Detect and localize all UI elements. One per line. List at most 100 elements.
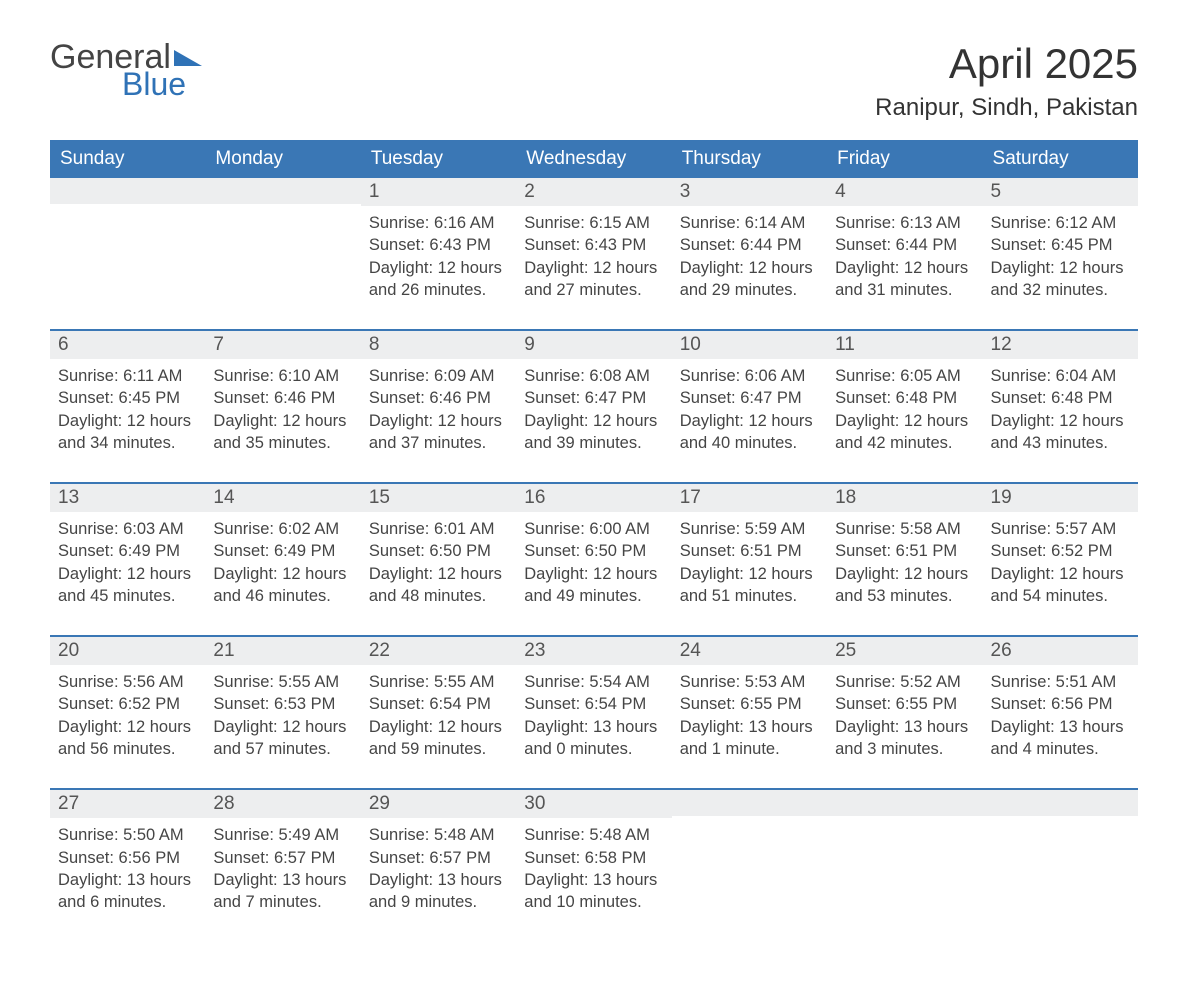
daylight-text: Daylight: 12 hours and 48 minutes. bbox=[369, 563, 508, 608]
title-block: April 2025 Ranipur, Sindh, Pakistan bbox=[875, 40, 1138, 122]
day-body: Sunrise: 6:06 AMSunset: 6:47 PMDaylight:… bbox=[672, 359, 827, 482]
sunrise-text: Sunrise: 5:59 AM bbox=[680, 518, 819, 540]
daylight-text: Daylight: 13 hours and 4 minutes. bbox=[991, 716, 1130, 761]
calendar-week-row: 6Sunrise: 6:11 AMSunset: 6:45 PMDaylight… bbox=[50, 330, 1138, 483]
day-number: 5 bbox=[983, 178, 1138, 206]
sunrise-text: Sunrise: 5:56 AM bbox=[58, 671, 197, 693]
day-body: Sunrise: 5:56 AMSunset: 6:52 PMDaylight:… bbox=[50, 665, 205, 788]
day-body: Sunrise: 6:03 AMSunset: 6:49 PMDaylight:… bbox=[50, 512, 205, 635]
daylight-text: Daylight: 13 hours and 3 minutes. bbox=[835, 716, 974, 761]
calendar-cell: 22 Sunrise: 5:55 AMSunset: 6:54 PMDayligh… bbox=[361, 636, 516, 789]
sunrise-text: Sunrise: 5:55 AM bbox=[369, 671, 508, 693]
calendar-cell: 25Sunrise: 5:52 AMSunset: 6:55 PMDayligh… bbox=[827, 636, 982, 789]
daylight-text: Daylight: 12 hours and 31 minutes. bbox=[835, 257, 974, 302]
sunrise-text: Sunrise: 6:08 AM bbox=[524, 365, 663, 387]
daylight-text: Daylight: 12 hours and 42 minutes. bbox=[835, 410, 974, 455]
calendar-cell: 29Sunrise: 5:48 AMSunset: 6:57 PMDayligh… bbox=[361, 789, 516, 941]
daylight-text: Daylight: 12 hours and 26 minutes. bbox=[369, 257, 508, 302]
daylight-text: Daylight: 12 hours and 53 minutes. bbox=[835, 563, 974, 608]
calendar-week-row: 1Sunrise: 6:16 AMSunset: 6:43 PMDaylight… bbox=[50, 178, 1138, 330]
sunset-text: Sunset: 6:43 PM bbox=[524, 234, 663, 256]
day-body: Sunrise: 6:10 AMSunset: 6:46 PMDaylight:… bbox=[205, 359, 360, 482]
day-body: Sunrise: 6:13 AMSunset: 6:44 PMDaylight:… bbox=[827, 206, 982, 329]
logo-text-blue: Blue bbox=[122, 68, 202, 100]
day-number: 29 bbox=[361, 790, 516, 818]
day-number: 9 bbox=[516, 331, 671, 359]
sunset-text: Sunset: 6:45 PM bbox=[991, 234, 1130, 256]
day-header-row: Sunday Monday Tuesday Wednesday Thursday… bbox=[50, 140, 1138, 178]
sunset-text: Sunset: 6:54 PM bbox=[369, 693, 508, 715]
calendar-cell: 18Sunrise: 5:58 AMSunset: 6:51 PMDayligh… bbox=[827, 483, 982, 636]
daylight-text: Daylight: 12 hours and 39 minutes. bbox=[524, 410, 663, 455]
day-body: Sunrise: 6:15 AMSunset: 6:43 PMDaylight:… bbox=[516, 206, 671, 329]
daylight-text: Daylight: 12 hours and 37 minutes. bbox=[369, 410, 508, 455]
daylight-text: Daylight: 12 hours and 34 minutes. bbox=[58, 410, 197, 455]
day-number: 26 bbox=[983, 637, 1138, 665]
calendar-cell: 19Sunrise: 5:57 AMSunset: 6:52 PMDayligh… bbox=[983, 483, 1138, 636]
day-number: 6 bbox=[50, 331, 205, 359]
calendar-cell: 14Sunrise: 6:02 AMSunset: 6:49 PMDayligh… bbox=[205, 483, 360, 636]
day-header: Saturday bbox=[983, 140, 1138, 178]
calendar-cell: 6Sunrise: 6:11 AMSunset: 6:45 PMDaylight… bbox=[50, 330, 205, 483]
sunrise-text: Sunrise: 6:05 AM bbox=[835, 365, 974, 387]
day-number: 22 bbox=[361, 637, 516, 665]
day-number: 23 bbox=[516, 637, 671, 665]
sunrise-text: Sunrise: 5:51 AM bbox=[991, 671, 1130, 693]
daylight-text: Daylight: 13 hours and 1 minute. bbox=[680, 716, 819, 761]
day-body: Sunrise: 5:49 AMSunset: 6:57 PMDaylight:… bbox=[205, 818, 360, 941]
calendar-cell: 10Sunrise: 6:06 AMSunset: 6:47 PMDayligh… bbox=[672, 330, 827, 483]
sunrise-text: Sunrise: 6:11 AM bbox=[58, 365, 197, 387]
day-number: 20 bbox=[50, 637, 205, 665]
sunset-text: Sunset: 6:50 PM bbox=[369, 540, 508, 562]
sunrise-text: Sunrise: 6:01 AM bbox=[369, 518, 508, 540]
sunset-text: Sunset: 6:43 PM bbox=[369, 234, 508, 256]
calendar-week-row: 27Sunrise: 5:50 AMSunset: 6:56 PMDayligh… bbox=[50, 789, 1138, 941]
day-body bbox=[983, 816, 1138, 926]
page-subtitle: Ranipur, Sindh, Pakistan bbox=[875, 94, 1138, 122]
day-number: 16 bbox=[516, 484, 671, 512]
day-number: 2 bbox=[516, 178, 671, 206]
calendar-cell: 5Sunrise: 6:12 AMSunset: 6:45 PMDaylight… bbox=[983, 178, 1138, 330]
day-body: Sunrise: 6:04 AMSunset: 6:48 PMDaylight:… bbox=[983, 359, 1138, 482]
day-body: Sunrise: 5:54 AMSunset: 6:54 PMDaylight:… bbox=[516, 665, 671, 788]
day-header: Tuesday bbox=[361, 140, 516, 178]
daylight-text: Daylight: 12 hours and 29 minutes. bbox=[680, 257, 819, 302]
day-number: 19 bbox=[983, 484, 1138, 512]
sunset-text: Sunset: 6:57 PM bbox=[213, 847, 352, 869]
sunrise-text: Sunrise: 5:54 AM bbox=[524, 671, 663, 693]
calendar-cell: 23Sunrise: 5:54 AMSunset: 6:54 PMDayligh… bbox=[516, 636, 671, 789]
day-body: Sunrise: 6:16 AMSunset: 6:43 PMDaylight:… bbox=[361, 206, 516, 329]
day-number bbox=[205, 178, 360, 204]
day-body: Sunrise: 5:50 AMSunset: 6:56 PMDaylight:… bbox=[50, 818, 205, 941]
day-number: 3 bbox=[672, 178, 827, 206]
calendar-cell: 16Sunrise: 6:00 AMSunset: 6:50 PMDayligh… bbox=[516, 483, 671, 636]
sunset-text: Sunset: 6:48 PM bbox=[991, 387, 1130, 409]
day-body: Sunrise: 6:01 AMSunset: 6:50 PMDaylight:… bbox=[361, 512, 516, 635]
calendar-cell: 24Sunrise: 5:53 AMSunset: 6:55 PMDayligh… bbox=[672, 636, 827, 789]
daylight-text: Daylight: 13 hours and 10 minutes. bbox=[524, 869, 663, 914]
day-number: 14 bbox=[205, 484, 360, 512]
sunset-text: Sunset: 6:48 PM bbox=[835, 387, 974, 409]
sunset-text: Sunset: 6:51 PM bbox=[680, 540, 819, 562]
sunrise-text: Sunrise: 6:03 AM bbox=[58, 518, 197, 540]
sunrise-text: Sunrise: 5:58 AM bbox=[835, 518, 974, 540]
calendar-cell: 15Sunrise: 6:01 AMSunset: 6:50 PMDayligh… bbox=[361, 483, 516, 636]
day-body: Sunrise: 6:00 AMSunset: 6:50 PMDaylight:… bbox=[516, 512, 671, 635]
sunset-text: Sunset: 6:52 PM bbox=[58, 693, 197, 715]
daylight-text: Daylight: 13 hours and 0 minutes. bbox=[524, 716, 663, 761]
sunrise-text: Sunrise: 6:00 AM bbox=[524, 518, 663, 540]
day-number: 25 bbox=[827, 637, 982, 665]
sunset-text: Sunset: 6:51 PM bbox=[835, 540, 974, 562]
daylight-text: Daylight: 12 hours and 43 minutes. bbox=[991, 410, 1130, 455]
sunset-text: Sunset: 6:50 PM bbox=[524, 540, 663, 562]
daylight-text: Daylight: 12 hours and 59 minutes. bbox=[369, 716, 508, 761]
sunrise-text: Sunrise: 5:49 AM bbox=[213, 824, 352, 846]
day-number bbox=[827, 790, 982, 816]
calendar-cell: 21Sunrise: 5:55 AMSunset: 6:53 PMDayligh… bbox=[205, 636, 360, 789]
day-body: Sunrise: 5:51 AMSunset: 6:56 PMDaylight:… bbox=[983, 665, 1138, 788]
daylight-text: Daylight: 12 hours and 56 minutes. bbox=[58, 716, 197, 761]
day-header: Thursday bbox=[672, 140, 827, 178]
calendar-table: Sunday Monday Tuesday Wednesday Thursday… bbox=[50, 140, 1138, 941]
sunrise-text: Sunrise: 5:57 AM bbox=[991, 518, 1130, 540]
day-body bbox=[50, 204, 205, 314]
